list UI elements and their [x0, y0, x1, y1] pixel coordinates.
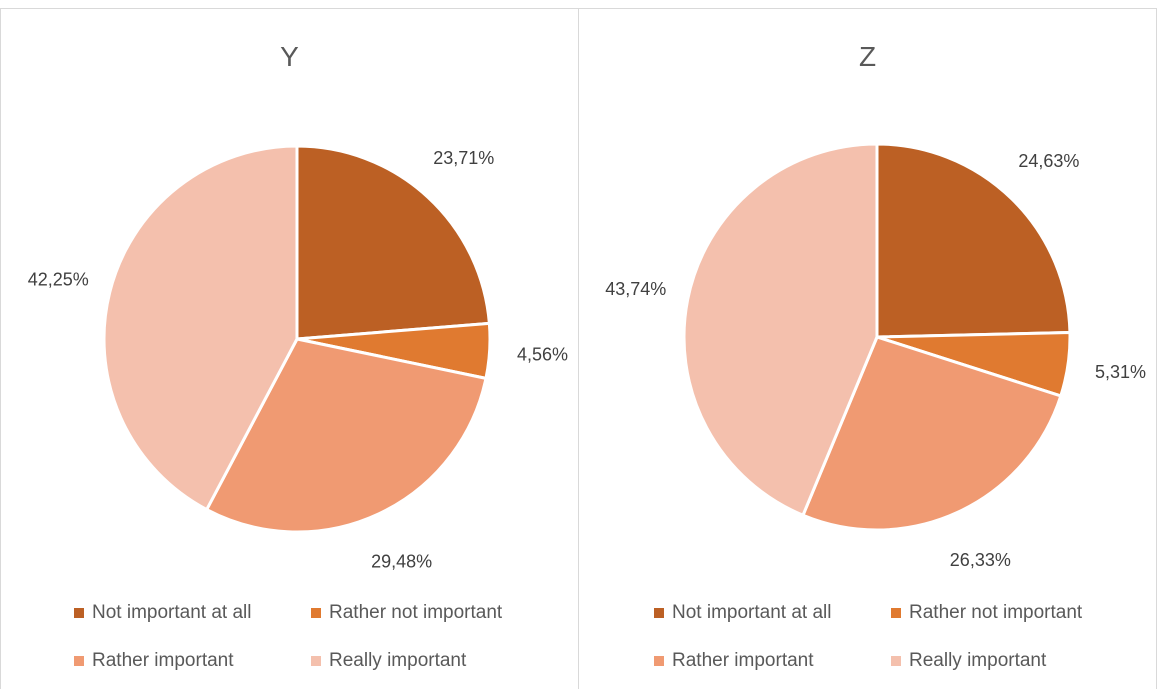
slice-rather-important	[205, 337, 488, 534]
data-label: 43,74%	[605, 279, 666, 299]
pie-chart-z: 24,63% 5,31% 26,33% 43,74%	[605, 142, 1146, 570]
legend-label: Rather not important	[329, 602, 503, 623]
legend-label: Rather important	[92, 650, 234, 671]
data-label: 42,25%	[28, 270, 89, 290]
legend-item-not-important-at-all: Not important at all	[654, 602, 831, 624]
legend-swatch	[654, 608, 664, 618]
legend-swatch	[311, 656, 321, 666]
data-label: 4,56%	[517, 344, 568, 364]
legend-swatch	[891, 656, 901, 666]
chart-panel-y: Y 23,71% 4,56% 29,48% 42,25% Not important …	[0, 8, 578, 689]
data-label: 5,31%	[1095, 362, 1146, 382]
legend-swatch	[74, 608, 84, 618]
data-label: 26,33%	[950, 550, 1011, 570]
slice-really-important	[682, 142, 879, 517]
legend-label: Really important	[329, 650, 467, 671]
legend-item-rather-important: Rather important	[74, 650, 234, 672]
legend-label: Not important at all	[92, 602, 252, 623]
legend-label: Rather not important	[909, 602, 1083, 623]
legend-item-not-important-at-all: Not important at all	[74, 602, 251, 624]
pie-chart-y: 23,71% 4,56% 29,48% 42,25%	[28, 144, 568, 572]
data-label: 23,71%	[433, 148, 494, 168]
legend-item-rather-not-important: Rather not important	[311, 602, 502, 624]
legend-item-rather-important: Rather important	[654, 650, 814, 672]
slice-not-important-at-all	[875, 142, 1072, 339]
slice-not-important-at-all	[295, 144, 491, 341]
legend-label: Not important at all	[672, 602, 832, 623]
legend-item-rather-not-important: Rather not important	[891, 602, 1082, 624]
slice-rather-important	[801, 335, 1063, 532]
slice-really-important	[102, 144, 299, 512]
legend-label: Really important	[909, 650, 1047, 671]
data-label: 24,63%	[1018, 151, 1079, 171]
data-label: 29,48%	[371, 552, 432, 572]
chart-panel-z: Z 24,63% 5,31% 26,33% 43,74% Not important …	[578, 8, 1157, 689]
legend-swatch	[654, 656, 664, 666]
chart-title: Z	[858, 41, 877, 72]
legend-swatch	[74, 656, 84, 666]
chart-title: Y	[280, 41, 299, 72]
legend-item-really-important: Really important	[311, 650, 466, 672]
legend-swatch	[891, 608, 901, 618]
legend-label: Rather important	[672, 650, 814, 671]
legend-item-really-important: Really important	[891, 650, 1046, 672]
legend-swatch	[311, 608, 321, 618]
